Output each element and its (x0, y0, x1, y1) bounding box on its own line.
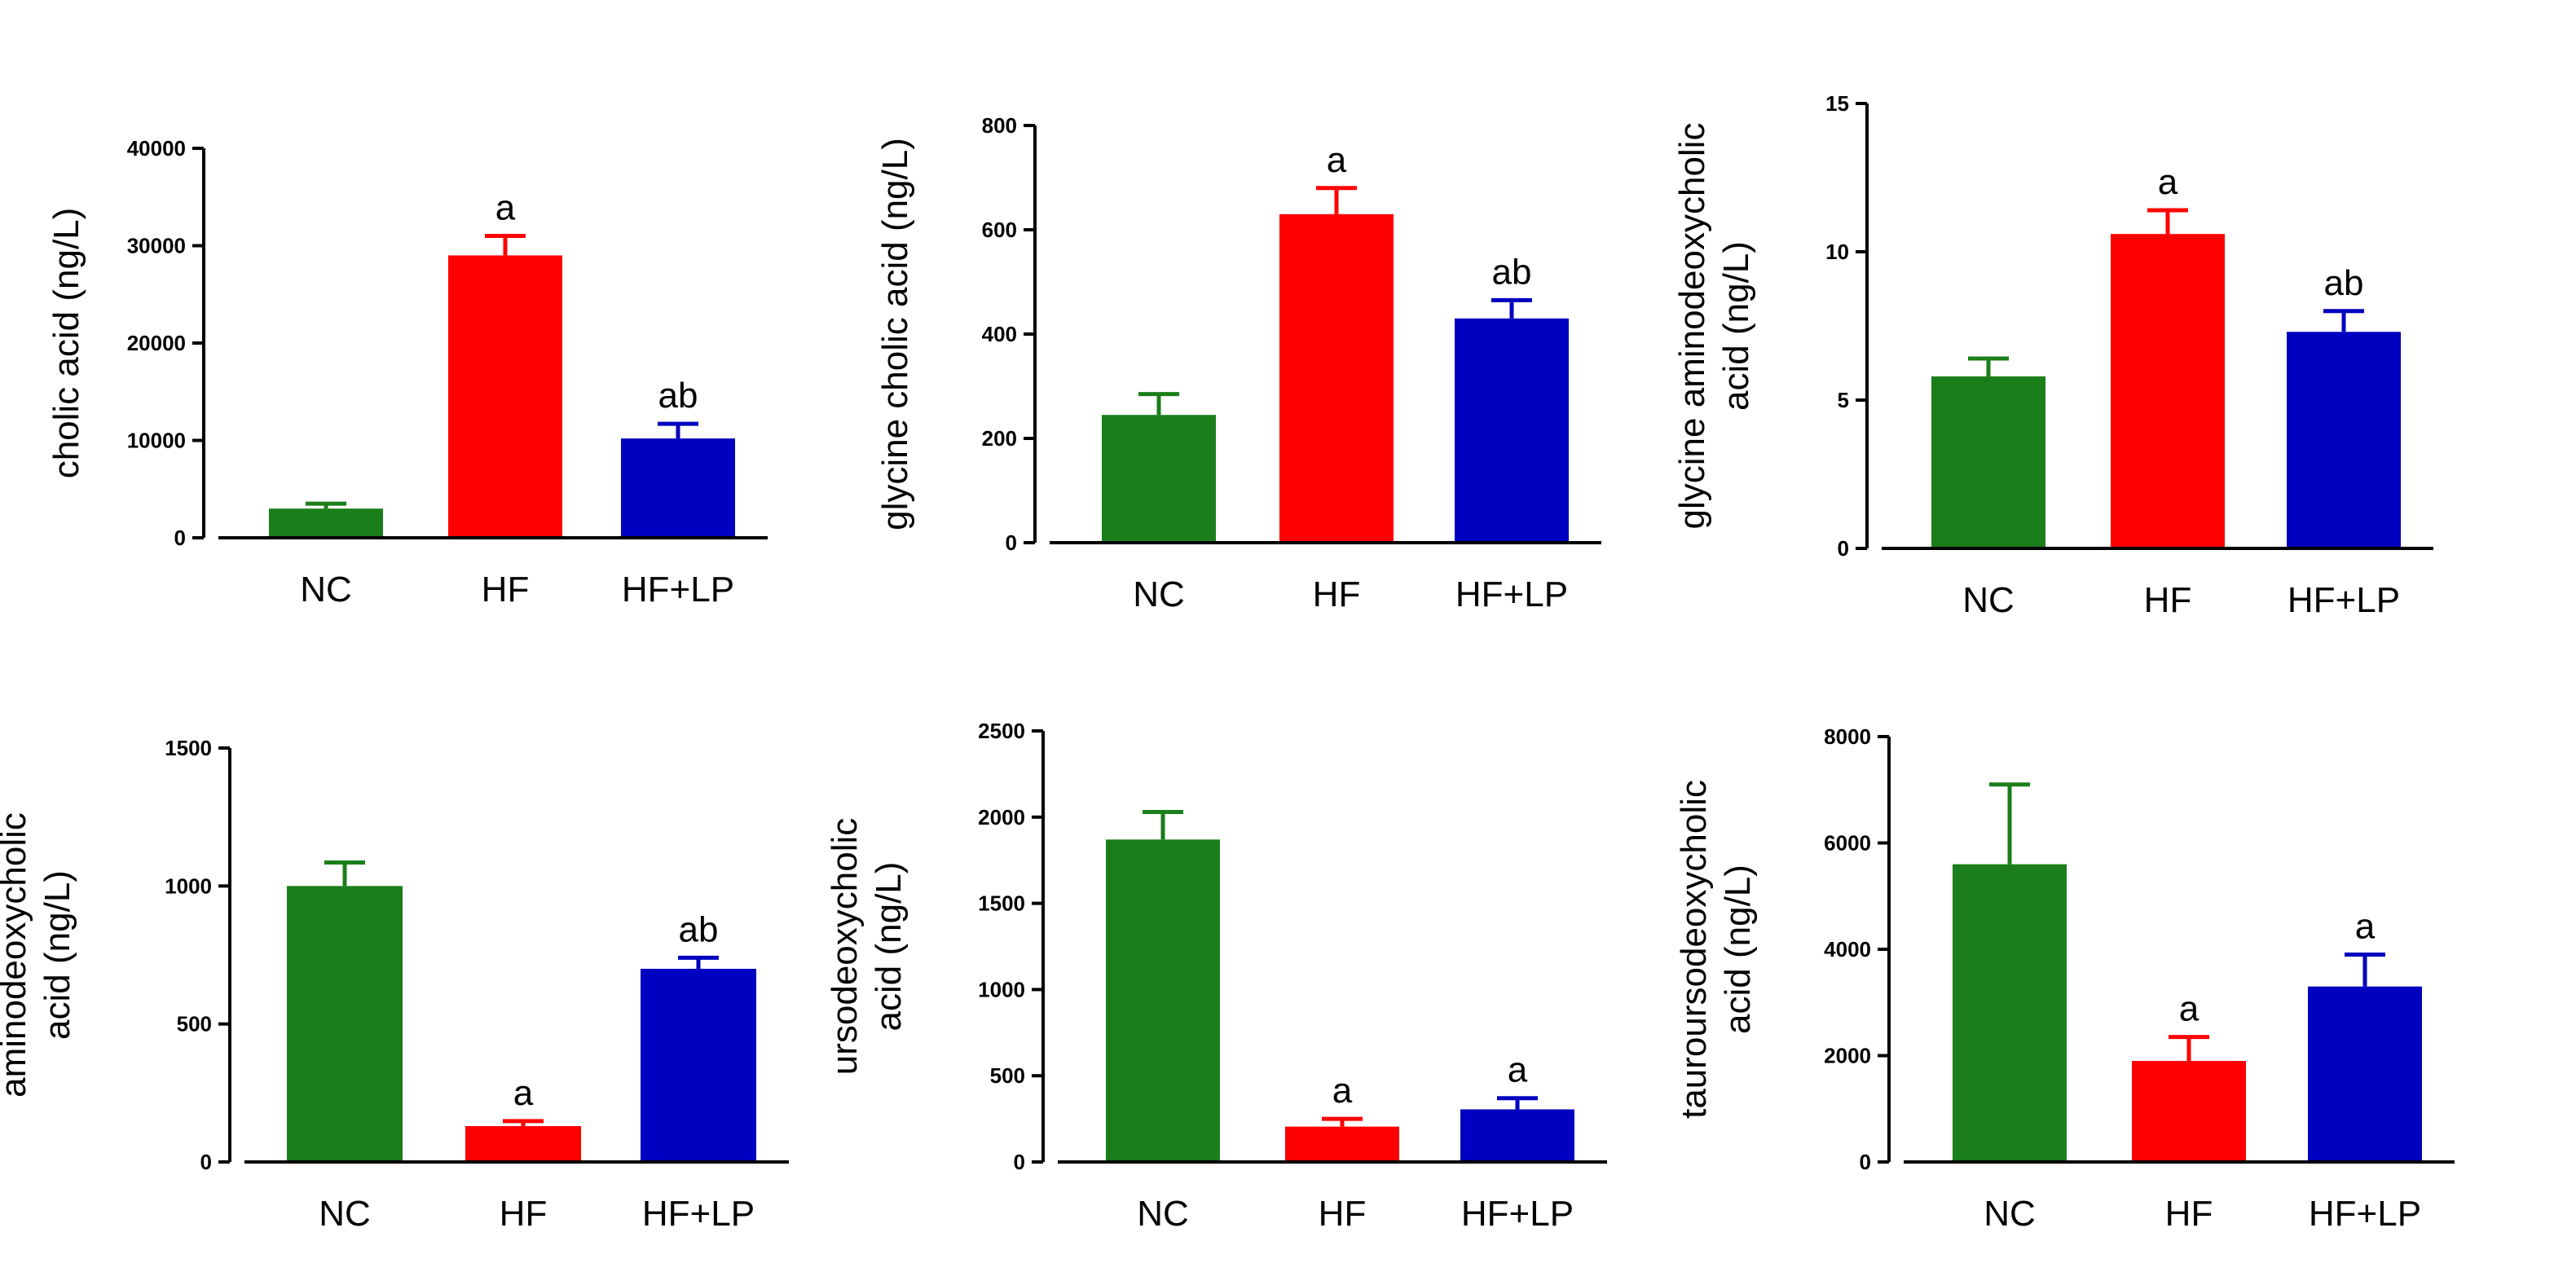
x-category-label: HF+LP (1455, 574, 1568, 614)
y-tick-label: 10 (1825, 240, 1849, 264)
significance-label: a (2179, 989, 2200, 1029)
x-category-label: NC (319, 1194, 371, 1234)
x-category-label: HF+LP (622, 570, 734, 609)
y-axis-title: tauroursodeoxycholic (1674, 780, 1714, 1119)
bar-hf (1285, 1126, 1399, 1160)
y-tick-label: 1500 (978, 891, 1025, 916)
x-category-label: HF (482, 570, 530, 609)
significance-label: ab (2324, 263, 2364, 303)
y-tick-label: 4000 (1824, 937, 1871, 962)
significance-label: a (2158, 162, 2178, 202)
x-category-label: NC (300, 570, 352, 609)
bar-hf (2111, 234, 2225, 547)
y-tick-label: 0 (200, 1150, 212, 1174)
significance-label: a (2355, 907, 2376, 947)
y-tick-label: 6000 (1824, 831, 1871, 856)
bar-nc (1102, 415, 1216, 541)
y-tick-label: 0 (1838, 536, 1849, 561)
y-tick-label: 400 (982, 322, 1017, 346)
bar-nc (287, 886, 403, 1160)
y-tick-label: 0 (174, 526, 186, 550)
bar-nc (1931, 376, 2045, 547)
x-category-label: NC (1137, 1194, 1189, 1234)
chart-panel-glycine-aminodeoxycholic-acid: 0 5 10 15 NC a HF ab HF+LP glycine aminodeoxychol… (1672, 91, 2433, 620)
x-category-label: HF (500, 1194, 548, 1234)
significance-label: ab (1492, 252, 1532, 292)
significance-label: a (1508, 1050, 1528, 1090)
chart-panel-ursodeoxycholic-acid: 0 500 1000 1500 2000 2500 NC a HF a HF+LP ursodeoxy… (825, 719, 1607, 1234)
significance-label: a (513, 1073, 534, 1113)
y-axis-title: acid (ng/L) (1718, 865, 1758, 1034)
bar-nc (1953, 864, 2067, 1160)
x-category-label: HF+LP (642, 1194, 755, 1234)
bar-hf-lp (1455, 318, 1569, 541)
bar-nc (269, 508, 383, 536)
y-tick-label: 30000 (127, 234, 186, 258)
x-category-label: HF+LP (2288, 580, 2400, 620)
bar-hf (2132, 1061, 2246, 1160)
y-tick-label: 600 (982, 218, 1017, 242)
x-category-label: NC (1962, 580, 2015, 620)
chart-panel-aminodeoxycholic-acid: 0 500 1000 1500 NC a HF ab HF+LP aminodeoxycholic… (0, 736, 789, 1234)
y-axis-title: glycine aminodeoxycholic (1672, 123, 1712, 530)
y-tick-label: 200 (982, 426, 1017, 451)
bar-hf-lp (1460, 1109, 1574, 1160)
y-tick-label: 40000 (127, 136, 186, 161)
y-axis-title: acid (ng/L) (869, 862, 909, 1032)
y-axis-title: cholic acid (ng/L) (46, 208, 86, 479)
y-tick-label: 20000 (127, 331, 186, 355)
x-category-label: HF+LP (1461, 1194, 1574, 1234)
y-tick-label: 0 (1006, 530, 1017, 555)
y-axis-title: acid (ng/L) (1716, 241, 1756, 411)
significance-label: ab (658, 376, 698, 416)
y-tick-label: 1500 (165, 736, 212, 760)
x-category-label: HF (2165, 1194, 2213, 1234)
chart-panel-tauroursodeoxycholic-acid: 0 2000 4000 6000 8000 NC a HF a HF+LP tauroursodeo… (1674, 724, 2455, 1234)
y-tick-label: 1000 (165, 874, 212, 898)
significance-label: a (1332, 1071, 1353, 1111)
y-axis-title: acid (ng/L) (37, 870, 77, 1040)
y-tick-label: 10000 (127, 429, 186, 453)
y-axis-title: aminodeoxycholic (0, 812, 33, 1098)
y-tick-label: 2000 (978, 805, 1025, 830)
x-category-label: HF (1313, 574, 1361, 614)
y-tick-label: 800 (982, 113, 1017, 138)
y-tick-label: 5 (1838, 388, 1849, 412)
y-tick-label: 0 (1860, 1150, 1871, 1174)
bar-hf-lp (2308, 986, 2422, 1160)
chart-panel-glycine-cholic-acid: 0 200 400 600 800 NC a HF ab HF+LP glycine cholic … (875, 113, 1601, 614)
y-tick-label: 15 (1825, 91, 1849, 116)
x-category-label: NC (1984, 1194, 2036, 1234)
significance-label: ab (679, 909, 719, 949)
y-tick-label: 2000 (1824, 1044, 1871, 1068)
significance-label: a (1327, 140, 1347, 180)
y-tick-label: 1000 (978, 977, 1025, 1001)
chart-panel-cholic-acid: 0 10000 20000 30000 40000 NC a HF ab HF+LP cholic … (46, 136, 768, 609)
bar-hf (448, 255, 562, 536)
y-tick-label: 500 (990, 1063, 1025, 1088)
x-category-label: NC (1133, 574, 1185, 614)
bar-hf-lp (641, 968, 756, 1160)
bar-hf (465, 1125, 581, 1160)
y-axis-title: ursodeoxycholic (825, 818, 865, 1076)
x-category-label: HF (2144, 580, 2192, 620)
y-tick-label: 0 (1014, 1150, 1025, 1174)
y-axis-title: glycine cholic acid (ng/L) (875, 138, 915, 530)
y-tick-label: 2500 (978, 719, 1025, 743)
y-tick-label: 500 (177, 1012, 212, 1036)
bar-hf-lp (621, 438, 735, 536)
bar-hf-lp (2287, 332, 2401, 547)
bar-nc (1106, 839, 1220, 1160)
y-tick-label: 8000 (1824, 724, 1871, 749)
x-category-label: HF+LP (2309, 1194, 2421, 1234)
significance-label: a (495, 188, 516, 228)
x-category-label: HF (1319, 1194, 1367, 1234)
bar-hf (1279, 213, 1394, 541)
